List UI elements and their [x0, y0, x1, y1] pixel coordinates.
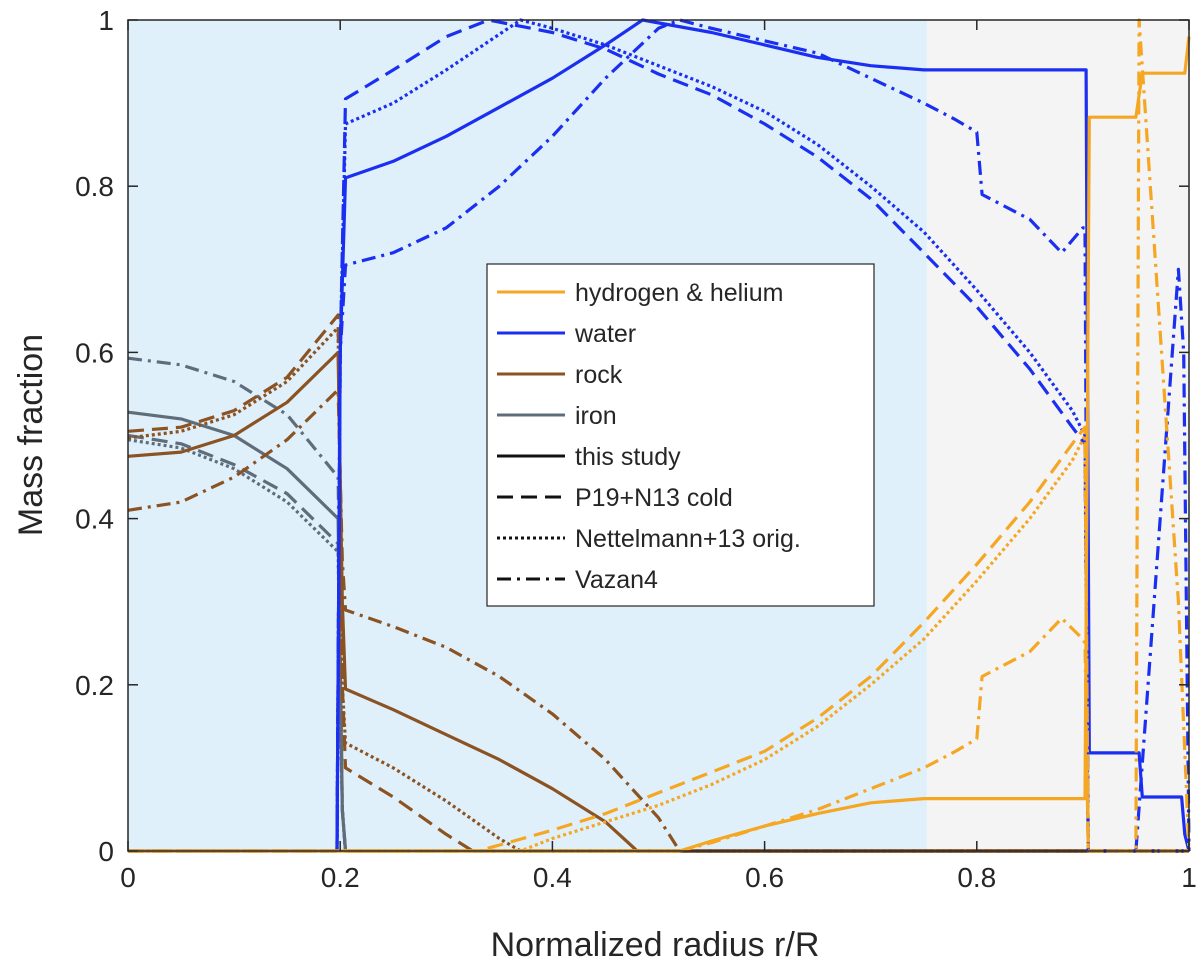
y-tick-label: 0.2: [75, 670, 114, 701]
legend-label: P19+N13 cold: [575, 484, 733, 512]
plot-frame: [127, 19, 1190, 852]
legend-label: iron: [575, 402, 617, 430]
shaded-region-1: [926, 20, 1189, 851]
legend-entry-water: water: [497, 320, 636, 348]
series-water-dashdot: [128, 18, 1191, 853]
axis-ticks: 0 0.2 0.4 0.6 0.8 1 0 0.2 0.4 0.6 0.8 1: [75, 5, 1197, 893]
legend: hydrogen & helium water rock iron this s…: [486, 263, 875, 607]
x-tick-label: 0.6: [745, 862, 784, 893]
x-tick-label: 0.2: [321, 862, 360, 893]
x-tick-label: 0.4: [533, 862, 572, 893]
series-lines: [127, 18, 1191, 853]
legend-entry-this-study: this study: [497, 443, 681, 471]
series-rock-solid: [127, 350, 1189, 853]
legend-label: Nettelmann+13 orig.: [575, 525, 801, 553]
series-hydrogen-helium-dashdot: [128, 18, 1191, 853]
legend-entry-p19-n13-cold: P19+N13 cold: [497, 484, 733, 512]
y-tick-label: 0.6: [75, 337, 114, 368]
x-tick-label: 1: [1181, 862, 1197, 893]
x-axis-title: Normalized radius r/R: [491, 926, 820, 964]
series-hydrogen-helium-dotted: [128, 433, 1189, 853]
legend-label: rock: [575, 361, 623, 389]
series-rock-dashdot: [127, 388, 1189, 853]
y-tick-label: 0.8: [75, 171, 114, 202]
legend-label: this study: [575, 443, 681, 471]
series-iron-dashdot: [127, 356, 1189, 853]
series-water-dashed: [128, 18, 1189, 853]
legend-entry-vazan4: Vazan4: [497, 566, 658, 594]
legend-entry-nettelmann-13: Nettelmann+13 orig.: [497, 525, 801, 553]
y-tick-label: 0: [98, 836, 114, 867]
legend-box: [486, 263, 875, 607]
legend-entry-iron: iron: [497, 402, 617, 430]
y-tick-label: 0.4: [75, 504, 114, 535]
x-tick-label: 0.8: [957, 862, 996, 893]
series-rock-dotted: [127, 325, 1189, 853]
x-tick-label: 0: [120, 862, 136, 893]
series-hydrogen-helium-dashed: [128, 425, 1189, 853]
legend-entry-hydrogen-helium: hydrogen & helium: [497, 279, 783, 307]
y-axis-title: Mass fraction: [12, 334, 50, 536]
legend-label: water: [574, 320, 636, 348]
legend-label: Vazan4: [575, 566, 658, 594]
legend-entry-rock: rock: [497, 361, 623, 389]
legend-label: hydrogen & helium: [575, 279, 783, 307]
y-tick-label: 1: [98, 5, 114, 36]
